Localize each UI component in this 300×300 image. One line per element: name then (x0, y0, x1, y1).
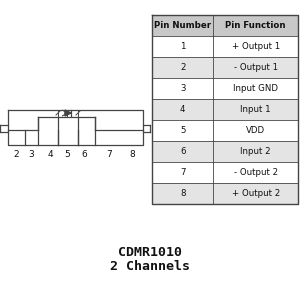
Bar (152, 78, 298, 99)
Text: 2 Channels: 2 Channels (110, 260, 190, 274)
Polygon shape (65, 110, 71, 116)
Text: 7: 7 (180, 168, 185, 177)
Text: 5: 5 (180, 126, 185, 135)
Bar (152, 141, 298, 162)
Text: 7: 7 (106, 150, 112, 159)
Text: 5: 5 (64, 150, 70, 159)
Text: VDD: VDD (246, 126, 265, 135)
Text: 6: 6 (180, 147, 185, 156)
Text: Input 1: Input 1 (240, 105, 271, 114)
Text: 3: 3 (28, 150, 34, 159)
Text: 8: 8 (180, 189, 185, 198)
Text: + Output 1: + Output 1 (232, 42, 280, 51)
Text: CDMR1010: CDMR1010 (118, 245, 182, 259)
Text: 6: 6 (81, 150, 87, 159)
Text: + Output 2: + Output 2 (232, 189, 280, 198)
Text: Input GND: Input GND (233, 84, 278, 93)
Text: - Output 1: - Output 1 (234, 63, 278, 72)
Bar (152, 162, 298, 183)
Text: 2: 2 (13, 150, 19, 159)
Bar (152, 15, 298, 36)
Text: 8: 8 (129, 150, 135, 159)
Bar (152, 99, 298, 120)
Text: Pin Function: Pin Function (225, 21, 286, 30)
Bar (152, 36, 298, 57)
Text: 3: 3 (180, 84, 185, 93)
Bar (152, 57, 298, 78)
Bar (152, 183, 298, 204)
Text: 4: 4 (180, 105, 185, 114)
Text: Input 2: Input 2 (240, 147, 271, 156)
Bar (152, 120, 298, 141)
Text: 2: 2 (180, 63, 185, 72)
Text: 4: 4 (47, 150, 53, 159)
Text: 1: 1 (180, 42, 185, 51)
Text: - Output 2: - Output 2 (234, 168, 278, 177)
Text: Pin Number: Pin Number (154, 21, 211, 30)
